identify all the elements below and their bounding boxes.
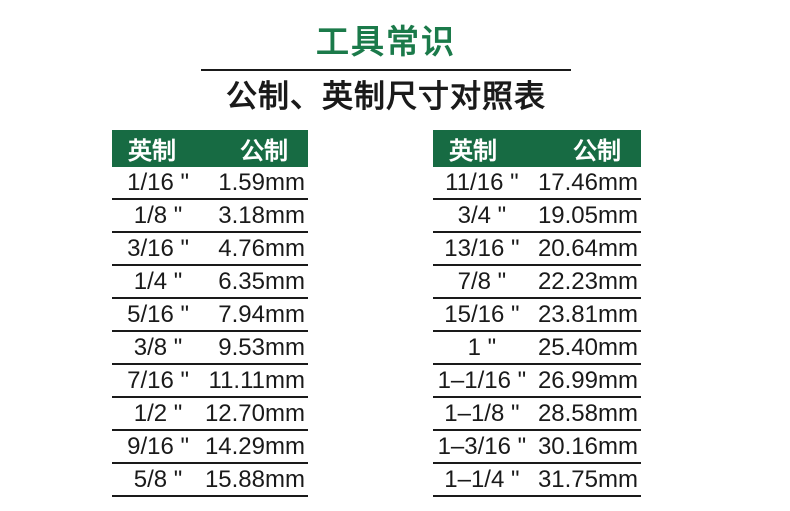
metric-value: 30.16mm bbox=[537, 432, 638, 460]
table-row: 1/8 " 3.18mm bbox=[112, 200, 308, 233]
metric-value: 6.35mm bbox=[218, 267, 305, 295]
metric-value: 9.53mm bbox=[218, 333, 305, 361]
imperial-value: 9/16 " bbox=[127, 432, 189, 460]
table-row: 3/8 " 9.53mm bbox=[112, 332, 308, 365]
imperial-value: 1/4 " bbox=[133, 267, 183, 295]
table-header-left: 英制 公制 bbox=[112, 130, 308, 167]
table-row: 1/2 " 12.70mm bbox=[112, 398, 308, 431]
metric-value: 23.81mm bbox=[537, 300, 638, 328]
table-row: 7/16 " 11.11mm bbox=[112, 365, 308, 398]
imperial-column-header: 英制 bbox=[128, 138, 176, 165]
metric-column-header: 公制 bbox=[573, 138, 621, 165]
table-row: 3/4 " 19.05mm bbox=[433, 200, 641, 233]
imperial-value: 1/2 " bbox=[133, 399, 183, 427]
conversion-table-left: 英制 公制 1/16 " 1.59mm 1/8 " 3.18mm 3/16 " 4.76m… bbox=[112, 130, 308, 497]
table-row: 1 " 25.40mm bbox=[433, 332, 641, 365]
imperial-value: 3/8 " bbox=[133, 333, 183, 361]
table-row: 1/4 " 6.35mm bbox=[112, 266, 308, 299]
imperial-value: 1–1/16 " bbox=[437, 366, 527, 394]
metric-value: 25.40mm bbox=[537, 333, 638, 361]
table-header-right: 英制 公制 bbox=[433, 130, 641, 167]
metric-value: 17.46mm bbox=[537, 168, 638, 196]
metric-value: 1.59mm bbox=[218, 168, 305, 196]
imperial-value: 7/16 " bbox=[127, 366, 189, 394]
table-row: 11/16 " 17.46mm bbox=[433, 167, 641, 200]
table-row: 13/16 " 20.64mm bbox=[433, 233, 641, 266]
table-body-right: 11/16 " 17.46mm 3/4 " 19.05mm 13/16 " 20.64mm… bbox=[433, 167, 641, 497]
metric-value: 19.05mm bbox=[537, 201, 638, 229]
imperial-value: 3/4 " bbox=[457, 201, 507, 229]
imperial-value: 3/16 " bbox=[127, 234, 189, 262]
imperial-value: 1–3/16 " bbox=[437, 432, 527, 460]
page-subtitle: 公制、英制尺寸对照表 bbox=[226, 79, 546, 114]
metric-value: 26.99mm bbox=[537, 366, 638, 394]
table-row: 3/16 " 4.76mm bbox=[112, 233, 308, 266]
imperial-value: 1/16 " bbox=[127, 168, 189, 196]
metric-value: 28.58mm bbox=[537, 399, 638, 427]
table-row: 9/16 " 14.29mm bbox=[112, 431, 308, 464]
table-row: 1–1/8 " 28.58mm bbox=[433, 398, 641, 431]
metric-value: 15.88mm bbox=[204, 465, 305, 493]
imperial-value: 5/8 " bbox=[133, 465, 183, 493]
imperial-value: 7/8 " bbox=[457, 267, 507, 295]
title-divider bbox=[201, 69, 571, 71]
metric-value: 12.70mm bbox=[204, 399, 305, 427]
table-row: 7/8 " 22.23mm bbox=[433, 266, 641, 299]
imperial-value: 5/16 " bbox=[127, 300, 189, 328]
table-row: 1–3/16 " 30.16mm bbox=[433, 431, 641, 464]
metric-column-header: 公制 bbox=[240, 138, 288, 165]
table-row: 1/16 " 1.59mm bbox=[112, 167, 308, 200]
imperial-value: 1 " bbox=[467, 333, 497, 361]
metric-value: 31.75mm bbox=[537, 465, 638, 493]
table-body-left: 1/16 " 1.59mm 1/8 " 3.18mm 3/16 " 4.76mm 1/4 "… bbox=[112, 167, 308, 497]
conversion-table-right: 英制 公制 11/16 " 17.46mm 3/4 " 19.05mm 13/16 " 2… bbox=[433, 130, 641, 497]
imperial-value: 15/16 " bbox=[444, 300, 520, 328]
table-row: 5/16 " 7.94mm bbox=[112, 299, 308, 332]
imperial-column-header: 英制 bbox=[449, 138, 497, 165]
metric-value: 3.18mm bbox=[218, 201, 305, 229]
metric-value: 7.94mm bbox=[218, 300, 305, 328]
metric-value: 14.29mm bbox=[204, 432, 305, 460]
metric-value: 22.23mm bbox=[537, 267, 638, 295]
table-row: 15/16 " 23.81mm bbox=[433, 299, 641, 332]
imperial-value: 13/16 " bbox=[444, 234, 520, 262]
imperial-value: 11/16 " bbox=[445, 168, 519, 196]
table-row: 5/8 " 15.88mm bbox=[112, 464, 308, 497]
metric-value: 4.76mm bbox=[218, 234, 305, 262]
imperial-value: 1–1/8 " bbox=[444, 399, 520, 427]
imperial-value: 1/8 " bbox=[133, 201, 183, 229]
imperial-value: 1–1/4 " bbox=[444, 465, 520, 493]
table-row: 1–1/16 " 26.99mm bbox=[433, 365, 641, 398]
metric-value: 20.64mm bbox=[537, 234, 638, 262]
header-block: 工具常识 公制、英制尺寸对照表 bbox=[201, 0, 571, 115]
page-title: 工具常识 bbox=[316, 23, 456, 60]
table-row: 1–1/4 " 31.75mm bbox=[433, 464, 641, 497]
metric-value: 11.11mm bbox=[208, 366, 305, 394]
